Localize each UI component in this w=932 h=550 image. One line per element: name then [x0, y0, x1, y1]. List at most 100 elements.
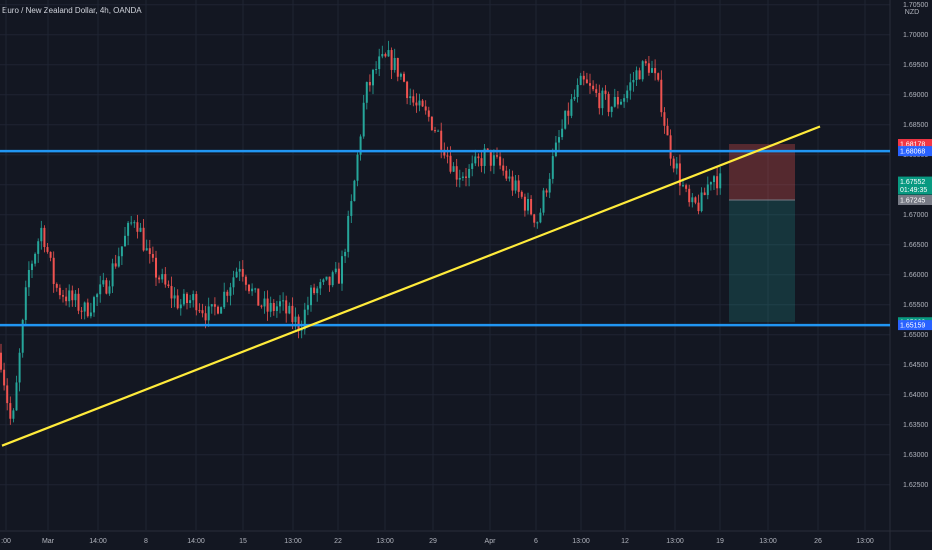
candle-body: [455, 166, 458, 180]
y-tick-label: 1.65000: [903, 332, 928, 339]
candle-body: [365, 82, 368, 103]
candle-body: [198, 310, 201, 312]
candle-body: [418, 100, 421, 106]
candle-body: [409, 96, 412, 99]
candle-body: [120, 246, 123, 257]
candle-body: [52, 257, 55, 284]
candle-body: [142, 227, 145, 251]
candle-body: [46, 247, 49, 252]
candle-body: [595, 89, 598, 93]
candle-body: [325, 276, 328, 280]
candle-body: [458, 177, 461, 180]
candle-body: [15, 382, 18, 411]
candle-body: [207, 306, 210, 321]
x-tick-label: 13:00: [284, 538, 302, 545]
x-tick-label: Apr: [485, 538, 497, 545]
candle-body: [644, 61, 647, 64]
candle-body: [483, 148, 486, 166]
candle-body: [694, 197, 697, 203]
candle-body: [108, 286, 111, 294]
candle-body: [492, 155, 495, 166]
candle-body: [564, 110, 567, 129]
candle-body: [111, 263, 114, 287]
candle-body: [182, 293, 185, 305]
candle-body: [272, 303, 275, 311]
candle-body: [334, 268, 337, 273]
candle-body: [381, 53, 384, 57]
chart-title: Euro / New Zealand Dollar, 4h, OANDA: [2, 6, 142, 15]
candle-body: [232, 277, 235, 288]
candle-body: [74, 293, 77, 301]
candle-body: [3, 369, 6, 386]
candle-body: [86, 302, 89, 317]
tag-stop-loss-bg: [898, 139, 932, 150]
x-tick-label: 22: [334, 538, 342, 545]
candle-body: [709, 182, 712, 185]
y-tick-label: 1.70000: [903, 32, 928, 39]
candle-body: [539, 212, 542, 223]
candle-body: [672, 158, 675, 169]
candle-body: [675, 163, 678, 169]
candle-body: [713, 176, 715, 183]
tag-countdown: 01:49:35: [900, 187, 927, 194]
candle-body: [551, 156, 554, 179]
candle-body: [461, 176, 464, 178]
candle-body: [601, 90, 604, 109]
candle-body: [700, 192, 703, 212]
x-tick-label: 19: [716, 538, 724, 545]
candle-body: [523, 196, 526, 211]
candle-body: [260, 305, 263, 307]
candle-body: [486, 148, 489, 150]
candle-body: [511, 176, 514, 191]
candle-body: [170, 286, 173, 299]
candle-body: [474, 156, 477, 164]
candle-body: [517, 180, 520, 192]
x-tick-label: 14:00: [89, 538, 107, 545]
candle-body: [399, 73, 402, 77]
candle-body: [322, 279, 325, 283]
candle-body: [613, 96, 616, 107]
candle-body: [502, 165, 505, 171]
candle-body: [527, 198, 529, 211]
candle-body: [561, 128, 564, 138]
candle-body: [688, 188, 691, 203]
y-tick-label: 1.68500: [903, 122, 928, 129]
candle-body: [359, 136, 362, 155]
tag-current-price-bg: [898, 176, 932, 187]
candle-body: [189, 300, 192, 304]
x-tick-label: 13:00: [376, 538, 394, 545]
candle-body: [201, 310, 204, 314]
currency-label: NZD: [905, 9, 919, 16]
candle-body: [310, 287, 312, 306]
candle-body: [437, 130, 440, 132]
candle-body: [300, 329, 303, 331]
candle-body: [316, 288, 319, 294]
candle-body: [117, 256, 120, 267]
y-tick-label: 1.63000: [903, 452, 928, 459]
candle-body: [477, 156, 480, 159]
candle-body: [294, 316, 297, 323]
candle-body: [536, 222, 539, 224]
candle-body: [663, 112, 666, 126]
candle-body: [124, 235, 126, 247]
candle-body: [80, 310, 83, 312]
candle-body: [372, 69, 374, 86]
candle-body: [204, 313, 207, 321]
candle-body: [288, 305, 291, 314]
candle-body: [24, 287, 27, 320]
candle-body: [319, 282, 322, 289]
x-tick-label: 13:00: [666, 538, 684, 545]
candle-body: [344, 251, 347, 257]
candle-body: [269, 303, 272, 312]
candle-body: [558, 137, 560, 143]
candle-body: [548, 178, 551, 193]
x-tick-label: 13:00: [856, 538, 874, 545]
candle-body: [282, 300, 285, 302]
candle-body: [139, 227, 142, 232]
candle-body: [114, 263, 117, 267]
candle-body: [651, 68, 653, 73]
candle-body: [632, 79, 635, 83]
candle-body: [263, 298, 266, 307]
tag-support-bg: [898, 320, 932, 331]
